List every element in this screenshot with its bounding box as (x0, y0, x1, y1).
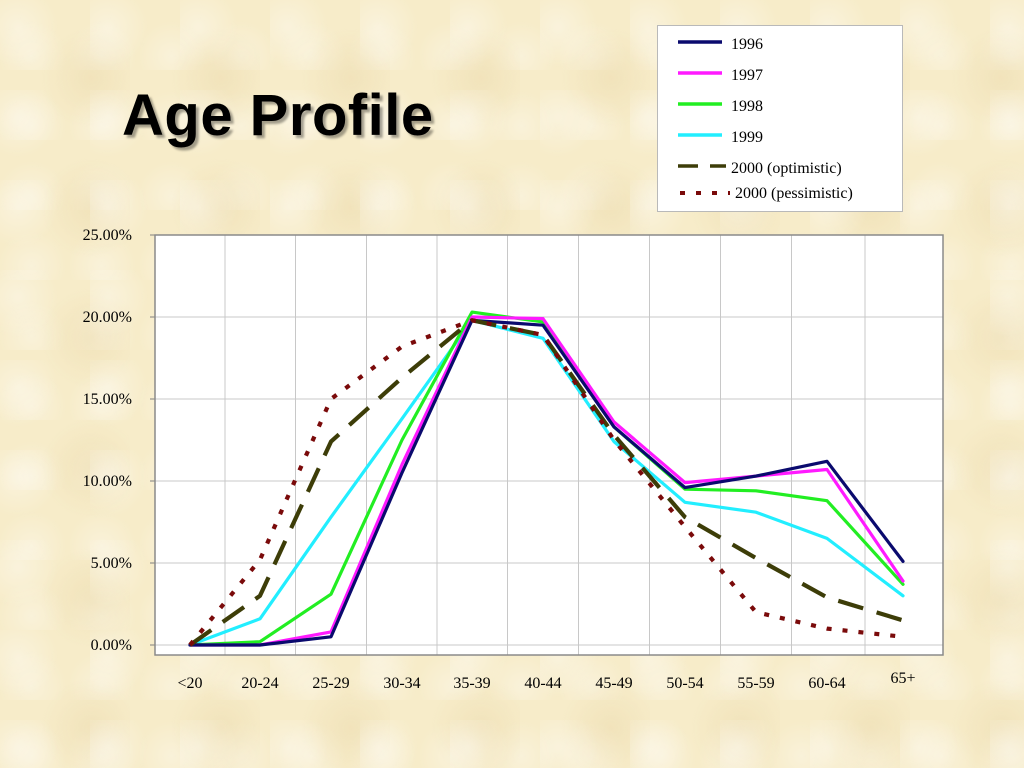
x-tick-label: 30-34 (383, 675, 420, 692)
legend-item-1997: 1997 (658, 63, 902, 87)
page-title: Age Profile (122, 83, 434, 148)
x-tick-label: 40-44 (524, 675, 561, 692)
legend-item-1998: 1998 (658, 94, 902, 118)
y-tick-label: 15.00% (83, 391, 132, 408)
x-tick-label: 45-49 (595, 675, 632, 692)
legend-item-1996: 1996 (658, 32, 902, 56)
y-tick-label: 25.00% (83, 227, 132, 244)
y-tick-label: 20.00% (83, 309, 132, 326)
legend-label-2000-pessimistic: 2000 (pessimistic) (735, 185, 853, 202)
plot-border (154, 234, 944, 656)
legend-swatch-1999 (678, 133, 722, 137)
legend-item-2000-optimistic: 2000 (optimistic) (658, 156, 902, 180)
series-line-2000-optimistic (188, 318, 904, 647)
legend-label-1999: 1999 (731, 129, 763, 146)
legend-label-2000-optimistic: 2000 (optimistic) (731, 160, 842, 177)
series-line-2000-pessimistic (188, 318, 904, 647)
legend-swatch-1998 (678, 102, 722, 106)
series-line-1998 (188, 310, 905, 647)
x-tick-label: 25-29 (312, 675, 349, 692)
legend-label-1996: 1996 (731, 36, 763, 53)
y-tick-label: 0.00% (91, 637, 132, 654)
x-tick-label: 65+ (890, 670, 915, 687)
legend-swatch-2000-optimistic (678, 164, 726, 168)
legend-swatch-1997 (678, 71, 722, 75)
chart-legend: 1996 1997 1998 1999 2000 (optimistic) 20… (657, 25, 903, 212)
x-tick-label: 35-39 (453, 675, 490, 692)
series-line-1997 (188, 315, 905, 647)
series-line-1996 (188, 318, 905, 647)
legend-label-1997: 1997 (731, 67, 763, 84)
y-tick-label: 5.00% (91, 555, 132, 572)
x-tick-label: <20 (177, 675, 202, 692)
plot-area (155, 235, 943, 655)
legend-label-1998: 1998 (731, 98, 763, 115)
series-line-1999 (188, 318, 905, 647)
x-tick-label: 60-64 (808, 675, 845, 692)
x-tick-label: 20-24 (241, 675, 278, 692)
legend-item-1999: 1999 (658, 125, 902, 149)
x-tick-label: 50-54 (666, 675, 703, 692)
x-tick-label: 55-59 (737, 675, 774, 692)
y-tick-label: 10.00% (83, 473, 132, 490)
legend-swatch-1996 (678, 40, 722, 44)
legend-item-2000-pessimistic: 2000 (pessimistic) (658, 181, 902, 205)
